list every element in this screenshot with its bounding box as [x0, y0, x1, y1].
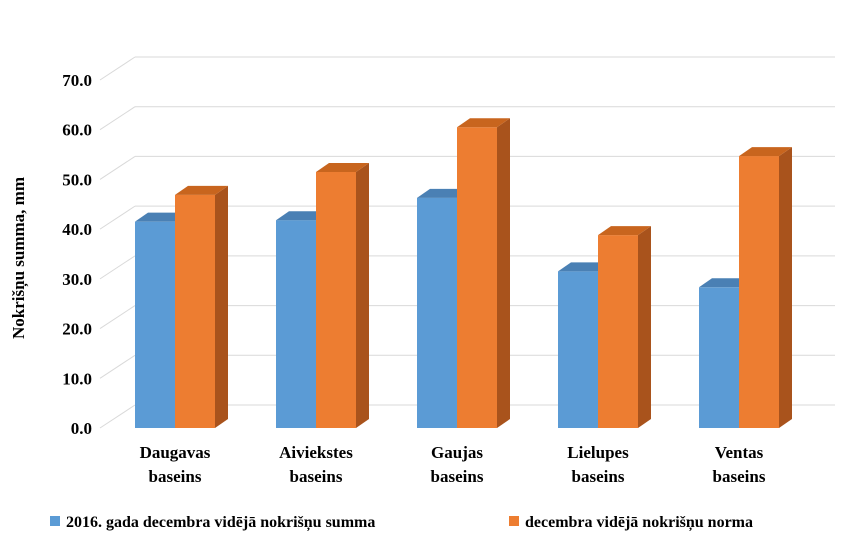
bar-side [497, 118, 510, 428]
x-category-label: Daugavas baseins [140, 443, 211, 486]
bar-front [135, 221, 175, 428]
bar-top [457, 118, 510, 128]
x-category-label: Lielupes baseins [567, 443, 629, 486]
bar-top [276, 211, 329, 221]
x-axis-categories: Daugavas baseins Aiviekstes baseins Gaujas ba… [140, 443, 766, 486]
y-tick-label: 60.0 [62, 121, 92, 140]
bar [739, 147, 792, 428]
y-tick-label: 70.0 [62, 71, 92, 90]
bar [457, 118, 510, 428]
bar-front [739, 156, 779, 428]
bar-top [739, 147, 792, 157]
x-category-label: Gaujas baseins [431, 443, 484, 486]
bar-top [598, 226, 651, 236]
legend-label: decembra vidējā nokrišņu norma [525, 514, 753, 532]
bar-side [779, 147, 792, 428]
y-axis-ticks: 0.0 10.0 20.0 30.0 40.0 50.0 60.0 70.0 [62, 71, 92, 438]
y-tick-label: 20.0 [62, 320, 92, 339]
bar [175, 185, 228, 428]
bar-front [558, 271, 598, 428]
bar-top [175, 185, 228, 195]
y-tick-label: 0.0 [71, 419, 92, 438]
bar-front [316, 171, 356, 428]
gridline-depth [99, 255, 136, 280]
bar-side [638, 226, 651, 428]
y-tick-label: 50.0 [62, 170, 92, 189]
legend-label: 2016. gada decembra vidējā nokrišņu summ… [66, 514, 375, 532]
legend-swatch [50, 516, 60, 526]
gridline-depth [99, 354, 136, 379]
bar-side [215, 185, 228, 428]
legend-entry: 2016. gada decembra vidējā nokrišņu summ… [50, 514, 375, 532]
gridline-depth [99, 106, 136, 131]
bar-front [175, 194, 215, 428]
x-category-label: Ventas baseins [713, 443, 766, 486]
y-tick-label: 10.0 [62, 369, 92, 388]
bar-front [699, 287, 739, 428]
bar [598, 226, 651, 428]
y-axis-label: Nokrišņu summa, mm [9, 177, 29, 339]
gridline-depth [99, 56, 136, 81]
bar-front [276, 220, 316, 428]
y-tick-label: 30.0 [62, 270, 92, 289]
gridline-depth [99, 205, 136, 230]
gridline-depth [99, 305, 136, 329]
bar-top [558, 262, 611, 272]
bar-side [356, 162, 369, 428]
bar-front [457, 127, 497, 428]
gridline-depth [99, 156, 136, 180]
bar-top [417, 188, 470, 198]
legend-entry: decembra vidējā nokrišņu norma [509, 514, 753, 532]
bar [316, 162, 369, 428]
bar-top [699, 278, 752, 288]
bar-top [316, 162, 369, 172]
bar-front [417, 197, 457, 428]
y-tick-label: 40.0 [62, 220, 92, 239]
bars [135, 118, 792, 428]
bar-front [598, 235, 638, 428]
bar-top [135, 212, 188, 222]
x-category-label: Aiviekstes baseins [279, 443, 353, 486]
gridline-depth [99, 404, 136, 429]
legend-swatch [509, 516, 519, 526]
legend: 2016. gada decembra vidējā nokrišņu summ… [50, 514, 753, 532]
